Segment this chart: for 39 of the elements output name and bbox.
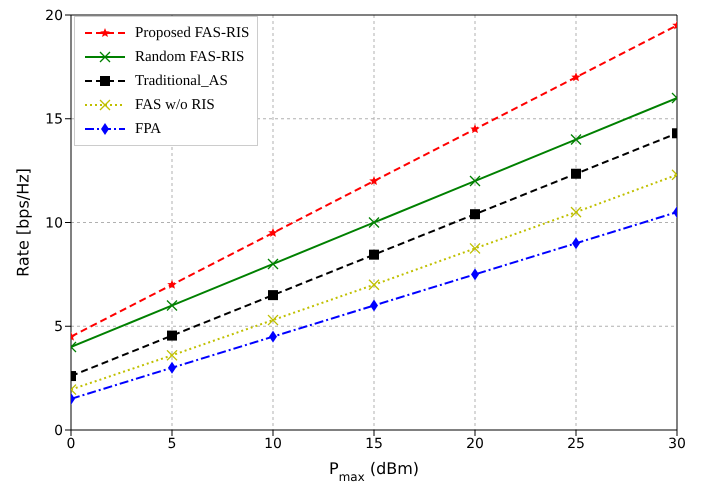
- point: [469, 175, 481, 187]
- point: [268, 290, 278, 300]
- x-tick-label: 5: [168, 436, 176, 452]
- point: [368, 216, 380, 228]
- x-tick-label: 15: [365, 436, 383, 452]
- y-tick-label: 0: [54, 422, 63, 439]
- x-tick-label: 20: [466, 436, 484, 452]
- y-axis-title: Rate [bps/Hz]: [14, 168, 33, 277]
- legend-label: Traditional_AS: [135, 72, 228, 90]
- point: [368, 279, 380, 290]
- point: [571, 72, 581, 82]
- point: [570, 134, 582, 146]
- legend-label: FPA: [135, 120, 162, 138]
- x-tick-label: 10: [264, 436, 282, 452]
- point: [268, 228, 278, 237]
- point: [167, 280, 177, 289]
- y-tick-label: 10: [45, 215, 63, 232]
- point: [267, 314, 279, 326]
- point: [470, 209, 480, 220]
- point: [570, 206, 582, 218]
- point: [166, 300, 178, 312]
- x-tick-label: 0: [66, 436, 76, 452]
- point: [470, 124, 480, 134]
- point: [167, 330, 177, 341]
- x-axis-title: P$_{max}$ (dBm): [328, 459, 420, 484]
- point: [469, 242, 481, 254]
- legend-label: FAS w/o RIS: [135, 96, 215, 114]
- y-tick-label: 15: [45, 112, 63, 128]
- point: [369, 250, 379, 260]
- point: [267, 258, 279, 270]
- legend-label: Proposed FAS-RIS: [135, 24, 250, 42]
- y-tick-label: 5: [54, 319, 63, 336]
- y-tick-label: 20: [45, 8, 63, 24]
- point: [369, 176, 379, 186]
- x-tick-label: 30: [668, 436, 686, 452]
- point: [166, 350, 178, 361]
- x-tick-label: 25: [567, 436, 585, 452]
- point: [571, 168, 581, 179]
- legend-label: Random FAS-RIS: [135, 48, 244, 66]
